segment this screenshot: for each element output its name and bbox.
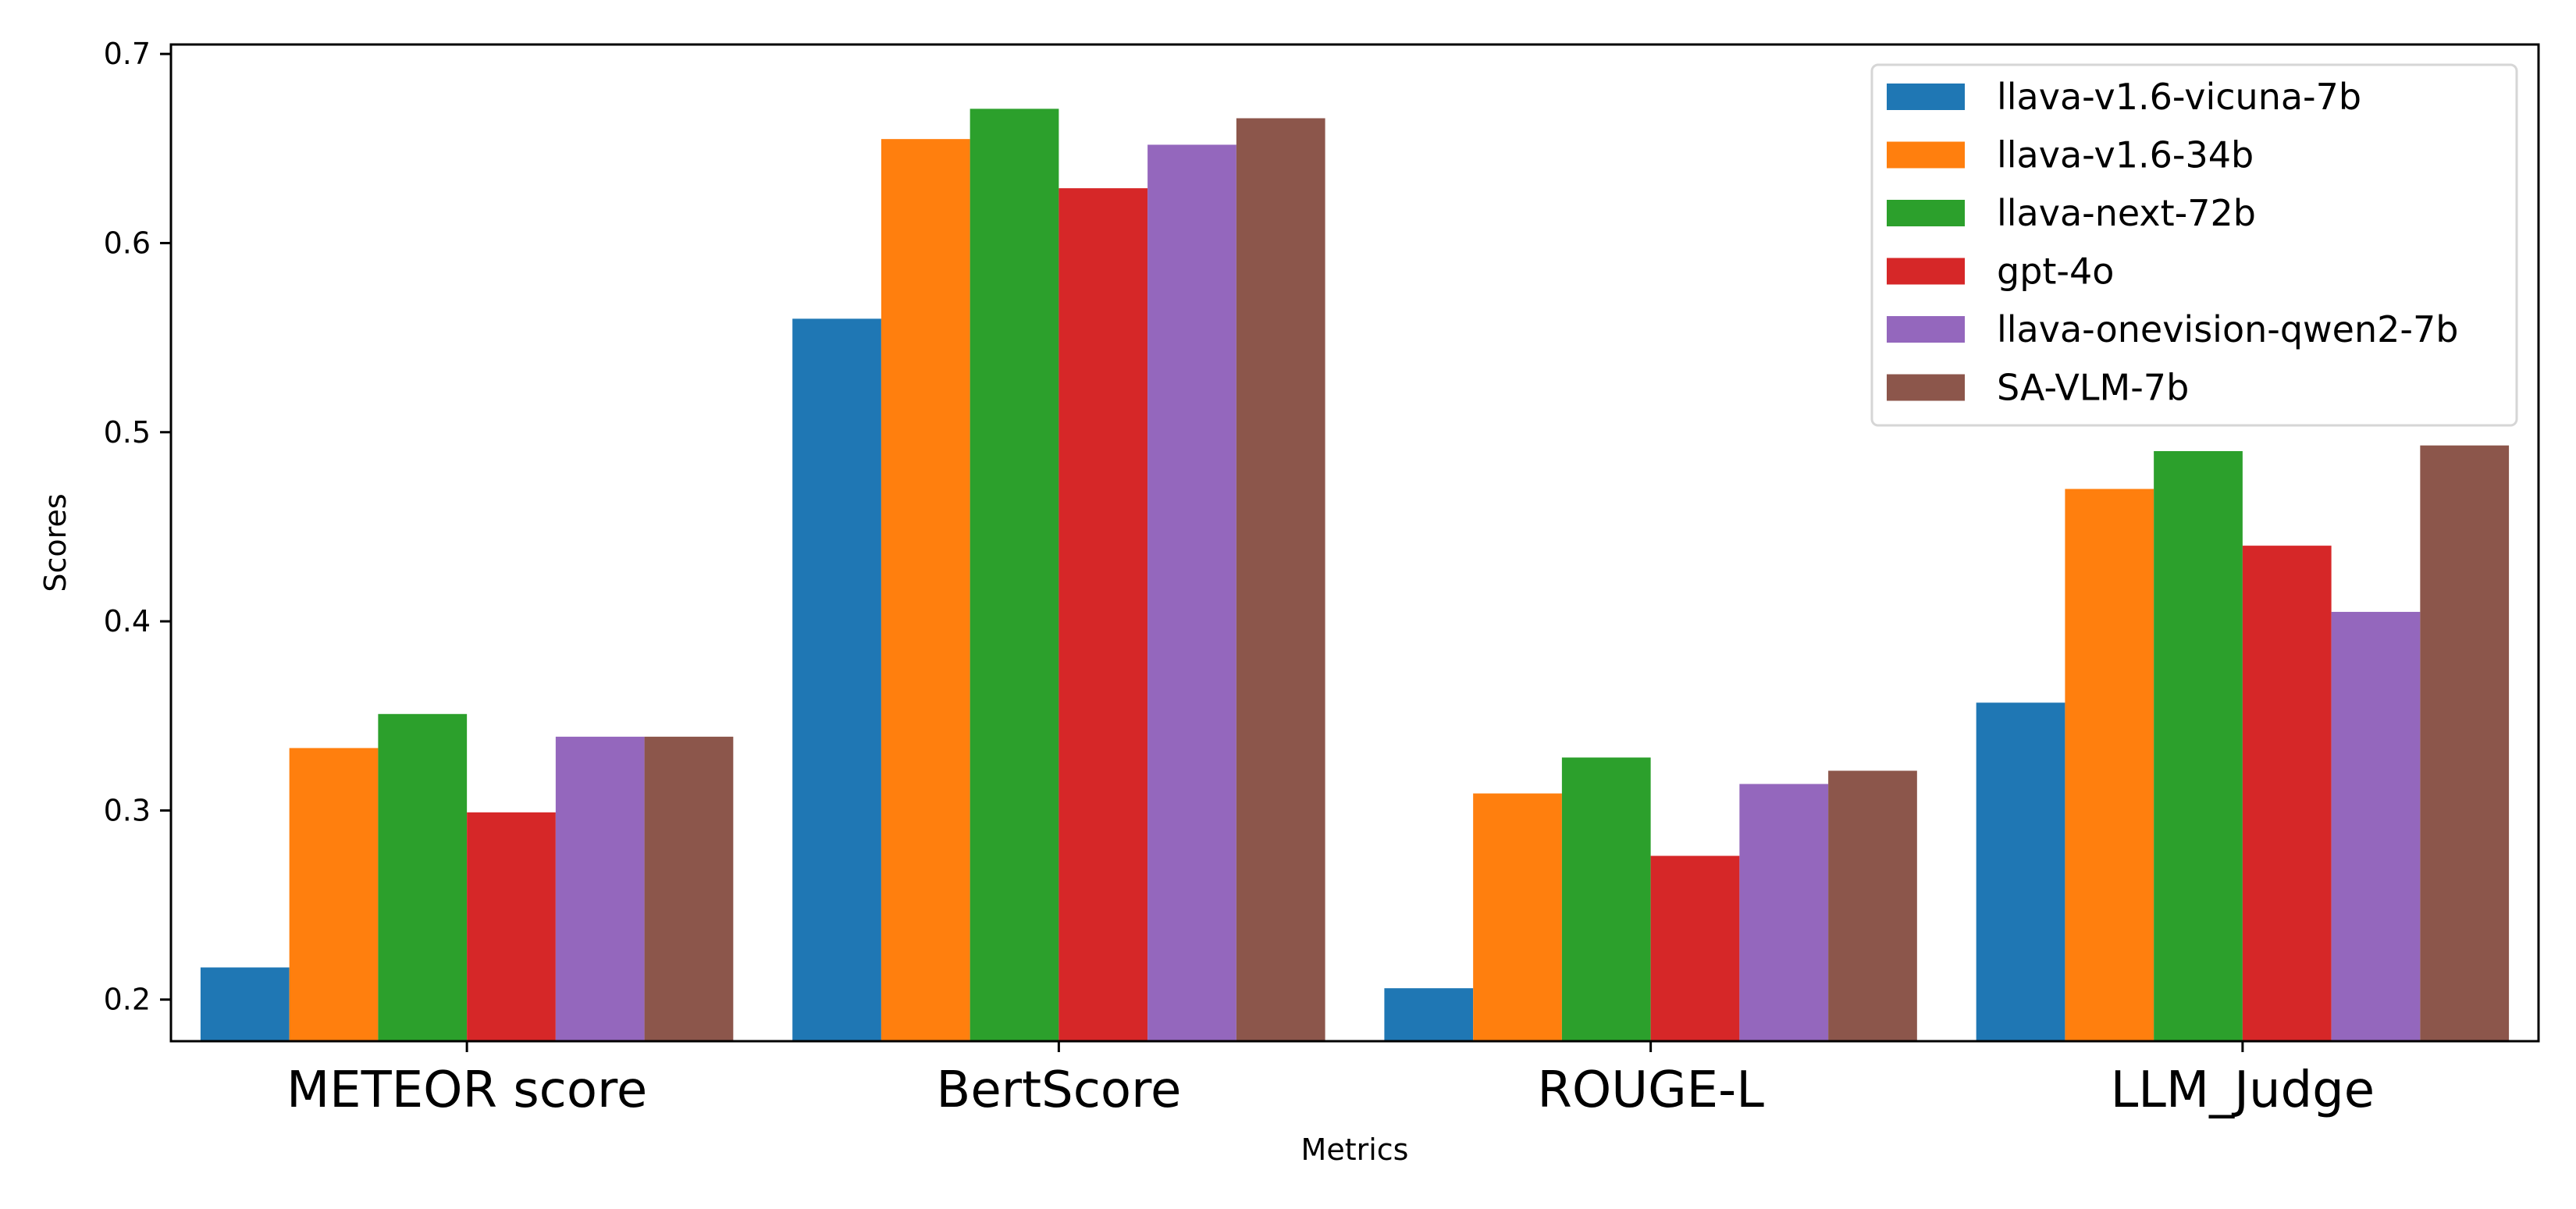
x-tick-label: METEOR score: [286, 1061, 647, 1119]
bar: [1739, 784, 1829, 1041]
y-tick-label: 0.6: [104, 226, 151, 260]
x-tick-label: ROUGE-L: [1537, 1061, 1764, 1119]
bar: [1561, 757, 1651, 1041]
x-tick-label: LLM_Judge: [2111, 1061, 2375, 1119]
legend-label: llava-v1.6-34b: [1997, 134, 2254, 176]
y-tick-label: 0.7: [104, 37, 151, 71]
legend-label: llava-v1.6-vicuna-7b: [1997, 76, 2361, 118]
y-tick-label: 0.4: [104, 604, 151, 638]
legend: llava-v1.6-vicuna-7b llava-v1.6-34b llava-…: [1870, 63, 2518, 427]
bar: [792, 318, 881, 1041]
bar: [644, 736, 734, 1041]
bar: [2242, 546, 2332, 1041]
bar: [467, 812, 556, 1041]
legend-label: gpt-4o: [1997, 251, 2114, 293]
legend-label: SA-VLM-7b: [1997, 367, 2189, 409]
x-axis-title: Metrics: [1301, 1133, 1409, 1167]
bars-group: [200, 108, 2510, 1042]
legend-swatch: [1887, 141, 1965, 169]
bar: [1976, 702, 2065, 1041]
legend-label: llava-onevision-qwen2-7b: [1997, 308, 2458, 350]
y-axis-title: Scores: [38, 493, 73, 592]
bar: [378, 713, 468, 1041]
bar: [2420, 445, 2510, 1041]
bar: [289, 748, 379, 1041]
y-tick-label: 0.2: [104, 983, 151, 1017]
legend-swatch: [1887, 258, 1965, 285]
bar: [555, 736, 645, 1041]
legend-swatch: [1887, 84, 1965, 110]
bar: [2331, 611, 2421, 1041]
x-axis: METEOR score BertScore ROUGE-L LLM_Judge: [286, 1041, 2375, 1119]
bar: [2154, 450, 2243, 1041]
bar: [2065, 489, 2154, 1041]
bar: [200, 967, 290, 1041]
bar: [1650, 855, 1740, 1041]
legend-swatch: [1887, 200, 1965, 226]
legend-swatch: [1887, 374, 1965, 401]
bar: [1473, 793, 1562, 1041]
y-tick-label: 0.5: [104, 415, 151, 450]
bar: [1236, 118, 1325, 1041]
legend-swatch: [1887, 316, 1965, 343]
x-tick-label: BertScore: [936, 1061, 1181, 1119]
legend-box: [1870, 63, 2518, 427]
legend-label: llava-next-72b: [1997, 192, 2256, 234]
plot-frame: [169, 43, 2540, 1043]
bar: [1147, 144, 1236, 1042]
bar: [1384, 988, 1474, 1041]
bar: [1059, 188, 1148, 1041]
y-axis: 0.2 0.3 0.4 0.5 0.6 0.7: [104, 37, 171, 1017]
bar: [1828, 770, 1917, 1041]
y-tick-label: 0.3: [104, 793, 151, 827]
bar: [881, 139, 970, 1041]
bar: [970, 108, 1059, 1041]
